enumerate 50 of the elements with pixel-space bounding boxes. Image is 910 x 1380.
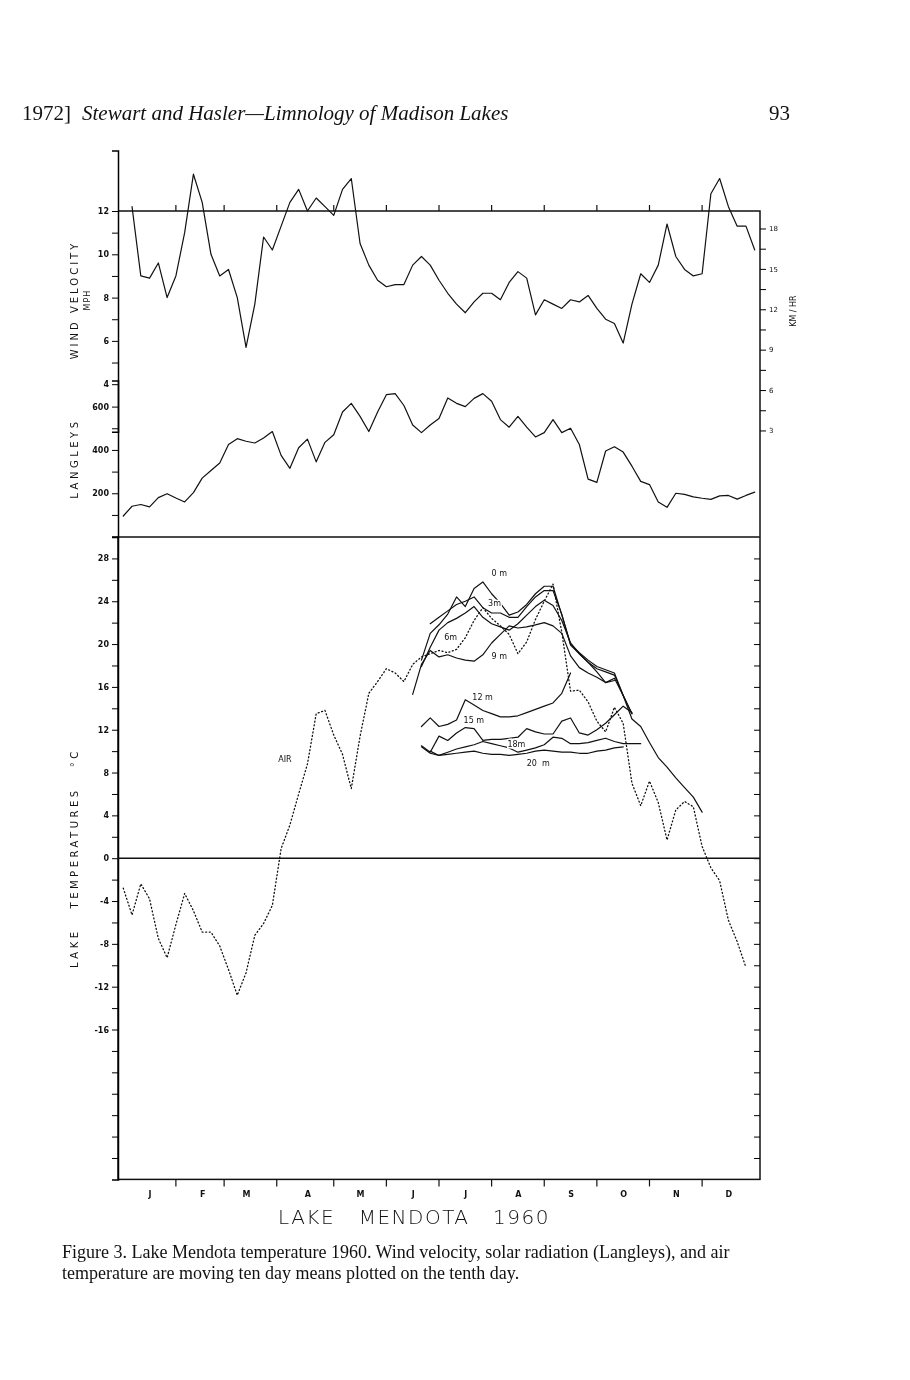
- series-label: 12 m: [472, 692, 494, 702]
- series-label: 6m: [444, 632, 458, 642]
- x-tick-label: M: [356, 1190, 365, 1200]
- text: 93: [769, 101, 790, 125]
- y-tick-label: 0: [103, 854, 110, 864]
- y-tick-label: 28: [97, 554, 110, 564]
- series-label: 3m: [488, 598, 502, 608]
- y-tick-label: 20: [97, 640, 110, 650]
- x-tick-label: S: [568, 1190, 575, 1200]
- x-axis-title: LAKE MENDOTA 1960: [278, 1205, 550, 1230]
- text: 1972]: [22, 101, 71, 125]
- x-tick-label: J: [147, 1190, 152, 1200]
- y-axis-title: LANGLEYS: [69, 418, 80, 499]
- y-axis-title: WIND VELOCITY MPH: [69, 240, 92, 360]
- y-tick-label: 4: [103, 380, 110, 390]
- y-tick-label: -16: [94, 1025, 110, 1035]
- y-tick-label: -12: [94, 982, 109, 992]
- caption: Figure 3. Lake Mendota temperature 1960. Wind velocity, solar radiation (Langleys), and air temperature are moving ten day means plotted on the tenth day.: [62, 1242, 730, 1283]
- y-tick-label: 8: [103, 293, 110, 303]
- y-tick-label: 400: [92, 445, 110, 455]
- x-tick-label: A: [515, 1190, 523, 1200]
- y2-axis-title: KM / HR: [789, 294, 798, 327]
- x-tick-label: A: [304, 1190, 312, 1200]
- y-tick-label: -4: [100, 897, 110, 907]
- x-tick-label: J: [463, 1190, 468, 1200]
- y-tick-label: -8: [100, 939, 110, 949]
- y-tick-label: 6: [103, 336, 110, 346]
- x-tick-label: N: [672, 1190, 680, 1200]
- y-tick-label: 4: [103, 811, 110, 821]
- y-tick-label: 600: [92, 402, 110, 412]
- y-axis-title: LAKE TEMPERATURES °C: [69, 748, 80, 969]
- x-tick-label: D: [725, 1190, 733, 1200]
- series-label: 9 m: [491, 652, 508, 662]
- y-tick-label: 200: [92, 489, 110, 499]
- y-tick-label: 8: [103, 768, 110, 778]
- series-label: 15 m: [463, 716, 485, 726]
- series-label: 18m: [507, 739, 526, 749]
- y-tick-label: 10: [97, 250, 110, 260]
- x-tick-label: J: [410, 1190, 415, 1200]
- y-tick-label: 12: [97, 725, 109, 735]
- series-label: 0 m: [491, 568, 508, 578]
- text: Stewart and Hasler—Limnology of Madison Lakes: [82, 101, 509, 125]
- y-tick-label: 16: [97, 682, 110, 692]
- x-tick-label: M: [242, 1190, 251, 1200]
- series-label: 20 m: [526, 759, 550, 769]
- series-label: AIR: [278, 754, 293, 764]
- x-tick-label: F: [199, 1190, 206, 1200]
- x-tick-label: O: [620, 1190, 628, 1200]
- y-tick-label: 24: [97, 597, 110, 607]
- y-tick-label: 12: [97, 207, 109, 217]
